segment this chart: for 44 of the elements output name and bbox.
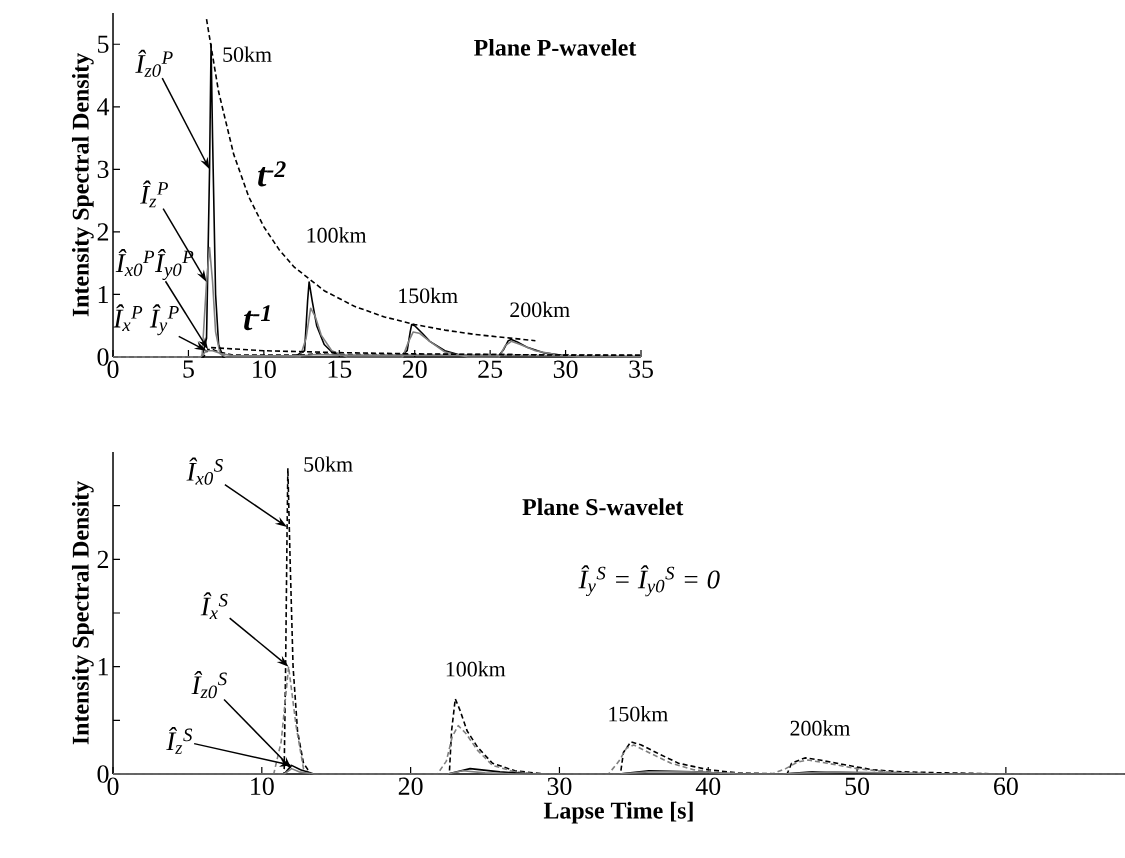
y-tick-label: 2 [97, 223, 109, 241]
text: Plane S-wavelet [522, 498, 684, 516]
annotation: Î$_{x}$S [200, 592, 228, 620]
x-axis-title: Lapse Time [s] [543, 801, 693, 824]
annotation: Î$_{z}$P [140, 180, 168, 208]
annotation: t$^{-1}$ [244, 305, 270, 331]
annotation: 100km [307, 227, 367, 243]
annotation: Î$_{z0}$S [191, 670, 227, 699]
y-tick-label: 1 [98, 285, 108, 303]
y-tick-label: 5 [98, 35, 109, 53]
y-tick-label: 3 [97, 160, 109, 179]
annotation: 200km [790, 720, 851, 736]
y-tick-label: 1 [98, 658, 108, 676]
x-tick-label: 20 [398, 777, 423, 795]
x-tick-label: 40 [695, 777, 721, 795]
annotation: Î$_{x0}$S [186, 457, 223, 485]
x-tick-label: 50 [845, 777, 870, 795]
annotation: 50km [223, 46, 272, 62]
y-tick-label: 4 [97, 98, 110, 116]
y-axis-title: Intensity Spectral Density [71, 481, 94, 745]
annotation: 50km [304, 456, 353, 472]
annotation: Î$_{y}$$^{S}$ = Î$_{y0}$$^{S}$ = 0 [578, 565, 720, 597]
annotation: Î$_{z0}$P [135, 49, 173, 77]
x-tick-label: 5 [183, 360, 194, 378]
y-tick-label: 0 [97, 348, 109, 366]
annotation: 100km [446, 661, 506, 677]
annotation: 200km [510, 301, 570, 318]
text: Plane P-wavelet [474, 38, 637, 56]
x-tick-label: 60 [994, 777, 1018, 795]
x-tick-label: 15 [328, 360, 352, 378]
x-tick-label: 35 [629, 360, 653, 378]
x-tick-label: 25 [478, 360, 503, 378]
annotation: t$^{-2}$ [258, 161, 286, 187]
y-axis-title: Intensity Spectral Density [71, 53, 94, 317]
x-tick-label: 30 [547, 777, 572, 795]
x-tick-label: 10 [251, 777, 274, 795]
y-tick-label: 2 [97, 550, 109, 568]
annotation: Î$_{z}$S [166, 726, 193, 754]
y-tick-label: 0 [97, 765, 109, 783]
x-tick-label: 30 [553, 360, 578, 378]
x-tick-label: 10 [253, 360, 276, 378]
x-tick-label: 20 [402, 360, 427, 378]
annotation: 150km [399, 287, 458, 304]
annotation: 150km [609, 706, 668, 722]
